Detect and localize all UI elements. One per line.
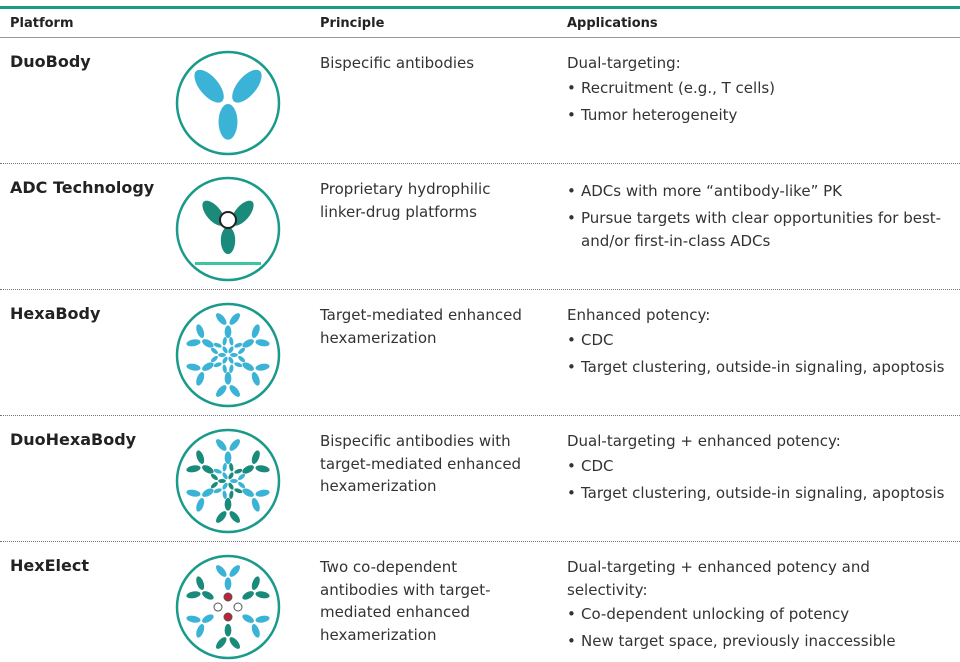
principle-line: Proprietary hydrophilic	[320, 180, 491, 198]
platform-name: DuoBody	[10, 52, 91, 71]
principle-line: Two co-dependent	[320, 558, 458, 576]
bullet: Pursue targets with clear opportunities …	[567, 207, 952, 252]
applications: Enhanced potency: CDC Target clustering, o…	[567, 304, 952, 383]
principle-line: target-mediated enhanced	[320, 454, 522, 473]
principle: Proprietary hydrophilic linker-drug platf…	[320, 178, 490, 223]
principle-line: mediated enhanced	[320, 603, 471, 621]
bullet: Tumor heterogeneity	[567, 104, 952, 127]
platform-name: DuoHexaBody	[10, 430, 137, 449]
bullet-list: Recruitment (e.g., T cells) Tumor heterog…	[567, 77, 952, 127]
bullet: CDC	[567, 455, 952, 478]
bullet: Recruitment (e.g., T cells)	[567, 77, 952, 100]
applications: Dual-targeting + enhanced potency and se…	[567, 556, 952, 657]
bullet-list: CDC Target clustering, outside-in signali…	[567, 329, 952, 379]
principle: Target-mediated enhanced hexamerization	[320, 304, 522, 349]
principle: Two co-dependent antibodies with target-m…	[320, 556, 491, 646]
principle-line: antibodies with target-	[320, 580, 491, 599]
platform-name: HexElect	[10, 556, 89, 575]
bullet: CDC	[567, 329, 952, 352]
header-rule	[0, 37, 960, 38]
bullet-list: Co-dependent unlocking of potency New tar…	[567, 603, 952, 653]
column-header: Applications	[567, 16, 658, 31]
principle-line: linker-drug platforms	[320, 202, 477, 221]
column-header: Platform	[10, 16, 74, 31]
membrane	[195, 262, 261, 265]
table-row: HexElect Two co-dependent antibodies with …	[0, 542, 960, 662]
platform-name: HexaBody	[10, 304, 101, 323]
principle: Bispecific antibodies	[320, 52, 474, 75]
platform-icon	[175, 176, 281, 282]
table-row: ADC Technology Proprietary hydrophilic lin…	[0, 164, 960, 290]
column-header: Principle	[320, 16, 385, 31]
applications-intro: Enhanced potency:	[567, 306, 711, 324]
principle-line: Bispecific antibodies	[320, 54, 475, 72]
bullet: Target clustering, outside-in signaling,…	[567, 356, 952, 379]
table-row: DuoBody Bispecific antibodies Dual-targeti…	[0, 38, 960, 164]
principle-line: Bispecific antibodies with	[320, 432, 511, 450]
icon-ring	[175, 428, 281, 534]
drug-linker	[219, 211, 237, 229]
platform-icon	[175, 302, 281, 408]
platform-icon	[175, 50, 281, 156]
lock	[223, 612, 233, 622]
bullet: New target space, previously inaccessibl…	[567, 630, 952, 653]
bullet-list: CDC Target clustering, outside-in signali…	[567, 455, 952, 505]
principle-line: hexamerization	[320, 625, 437, 644]
applications: Dual-targeting: Recruitment (e.g., T cell…	[567, 52, 952, 131]
bullet: Co-dependent unlocking of potency	[567, 603, 952, 626]
table-row: HexaBody Target-mediated enhanced hexameri…	[0, 290, 960, 416]
principle-line: Target-mediated enhanced	[320, 306, 522, 324]
applications-intro: Dual-targeting + enhanced potency and se…	[567, 558, 870, 599]
lock	[233, 602, 243, 612]
principle-line: hexamerization	[320, 477, 437, 495]
lock	[213, 602, 223, 612]
bullet-list: ADCs with more “antibody-like” PK Pursue …	[567, 180, 952, 252]
principle: Bispecific antibodies with target-mediate…	[320, 430, 521, 498]
icon-ring	[175, 554, 281, 660]
bullet: Target clustering, outside-in signaling,…	[567, 482, 952, 505]
platform-icon	[175, 554, 281, 660]
applications-intro: Dual-targeting:	[567, 54, 681, 72]
icon-ring	[175, 302, 281, 408]
applications: Dual-targeting + enhanced potency: CDC Tar…	[567, 430, 952, 509]
applications-intro: Dual-targeting + enhanced potency:	[567, 432, 841, 450]
bullet: ADCs with more “antibody-like” PK	[567, 180, 952, 203]
table-row: DuoHexaBody Bispecific antibodies with tar…	[0, 416, 960, 542]
lock	[223, 592, 233, 602]
platform-name: ADC Technology	[10, 178, 155, 197]
platform-icon	[175, 428, 281, 534]
applications: ADCs with more “antibody-like” PK Pursue …	[567, 178, 952, 257]
top-rule	[0, 6, 960, 9]
principle-line: hexamerization	[320, 328, 437, 347]
